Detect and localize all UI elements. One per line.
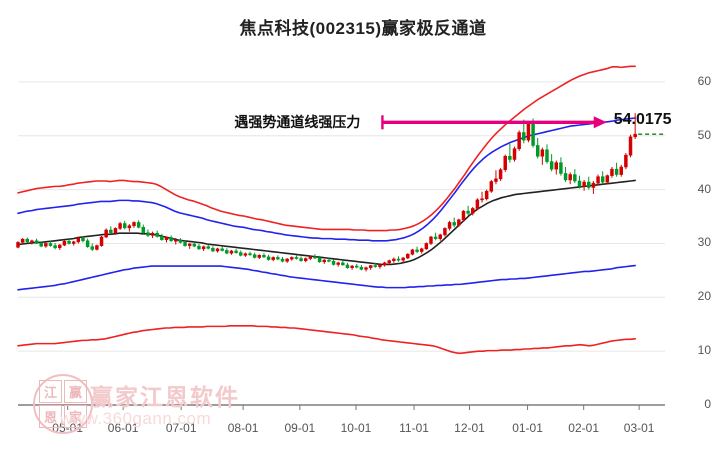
x-axis-tick-label: 09-01 <box>284 421 316 435</box>
chart-title: 焦点科技(002315)赢家极反通道 <box>239 19 487 38</box>
y-axis-tick-label: 30 <box>697 235 711 250</box>
y-axis-tick-label: 40 <box>697 181 711 196</box>
x-axis-tick-label: 08-01 <box>227 421 259 435</box>
y-axis-tick-label: 0 <box>704 397 711 411</box>
x-axis-tick-label: 12-01 <box>454 421 485 435</box>
x-axis-tick-label: 11-01 <box>399 421 429 435</box>
y-axis-tick-label: 20 <box>697 289 711 304</box>
last-price-label: 54.0175 <box>613 111 672 129</box>
y-axis-tick-label: 50 <box>697 127 711 142</box>
x-axis-tick-label: 06-01 <box>107 421 139 435</box>
annotation-label: 遇强势通道线强压力 <box>234 114 361 131</box>
x-axis-tick-label: 01-01 <box>512 421 543 435</box>
y-axis-tick-label: 10 <box>697 343 711 358</box>
y-axis-tick-label: 60 <box>697 73 711 88</box>
x-axis-tick-label: 03-01 <box>623 421 655 435</box>
x-axis-tick-label: 07-01 <box>165 421 197 435</box>
x-axis-tick-label: 02-01 <box>568 421 599 435</box>
x-axis-tick-label: 05-01 <box>52 421 83 435</box>
x-axis-tick-label: 10-01 <box>340 421 372 435</box>
